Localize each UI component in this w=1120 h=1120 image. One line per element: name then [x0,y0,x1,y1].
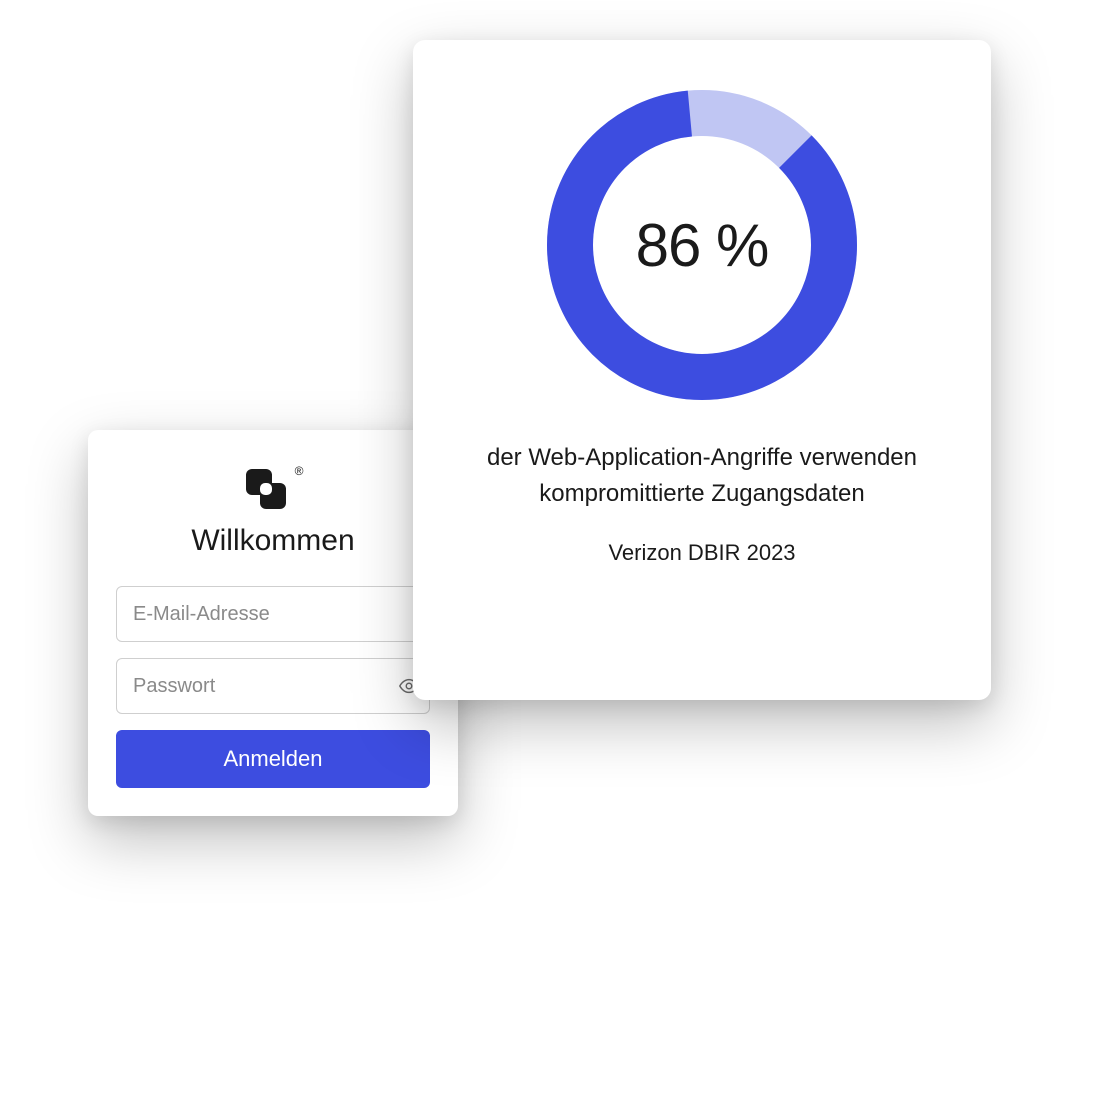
brand-logo: ® [243,466,304,512]
login-button[interactable]: Anmelden [116,730,430,788]
registered-mark: ® [295,464,304,478]
stat-card: 86 % der Web-Application-Angriffe verwen… [413,40,991,700]
password-field[interactable] [133,675,398,698]
email-field[interactable] [133,603,413,626]
login-title: Willkommen [191,524,354,558]
email-field-wrap[interactable] [116,586,430,642]
stat-description: der Web-Application-Angriffe verwenden k… [472,440,932,512]
stat-source: Verizon DBIR 2023 [608,540,795,566]
donut-chart: 86 % [547,90,857,400]
logo-icon [243,466,289,512]
login-card: ® Willkommen Anmelden [88,430,458,816]
password-field-wrap[interactable] [116,658,430,714]
donut-percent-label: 86 % [547,90,857,400]
